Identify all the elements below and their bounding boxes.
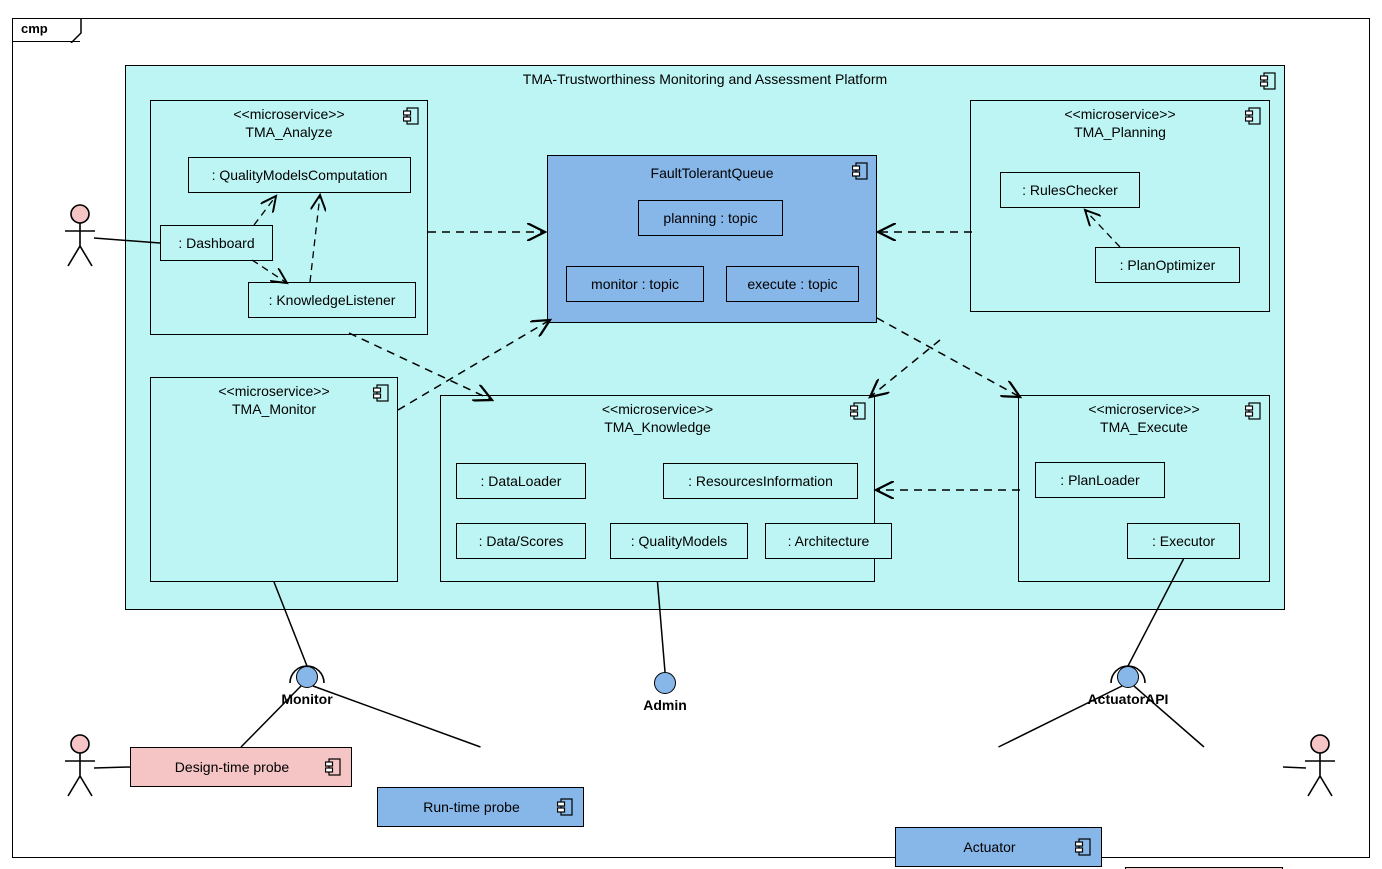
component-icon <box>1245 402 1261 420</box>
frame-tag-label: cmp <box>21 21 48 36</box>
rules-checker: : RulesChecker <box>1000 172 1140 208</box>
run-time-probe: Run-time probe <box>377 787 584 827</box>
tma-monitor: <<microservice>> TMA_Monitor <box>150 377 398 582</box>
stereotype: <<microservice>> <box>151 382 397 400</box>
component-icon <box>373 384 389 402</box>
component-icon <box>1260 72 1276 90</box>
quality-models-computation: : QualityModelsComputation <box>188 157 411 193</box>
queue-title: FaultTolerantQueue <box>548 156 876 182</box>
frame-tag: cmp <box>12 18 80 42</box>
interface-admin <box>654 672 676 694</box>
dashboard: : Dashboard <box>160 225 273 261</box>
data-loader: : DataLoader <box>456 463 586 499</box>
stereotype: <<microservice>> <box>441 400 874 418</box>
component-icon <box>1245 107 1261 125</box>
probe-label: Run-time probe <box>423 799 520 815</box>
topic-planning: planning : topic <box>638 200 783 236</box>
component-icon <box>850 402 866 420</box>
interface-actuator-label: ActuatorAPI <box>1068 691 1188 707</box>
plan-loader: : PlanLoader <box>1035 462 1165 498</box>
architecture: : Architecture <box>765 523 892 559</box>
service-name: TMA_Knowledge <box>441 418 874 436</box>
service-name: TMA_Analyze <box>151 123 427 141</box>
stereotype: <<microservice>> <box>971 105 1269 123</box>
probe-label: Design-time probe <box>175 759 289 775</box>
component-icon <box>852 162 868 180</box>
service-name: TMA_Execute <box>1019 418 1269 436</box>
topic-execute: execute : topic <box>726 266 859 302</box>
quality-models: : QualityModels <box>610 523 748 559</box>
interface-admin-label: Admin <box>605 697 725 713</box>
component-icon <box>557 798 573 816</box>
topic-monitor: monitor : topic <box>566 266 704 302</box>
knowledge-listener: : KnowledgeListener <box>248 282 416 318</box>
actuator: Actuator <box>895 827 1102 867</box>
resources-information: : ResourcesInformation <box>663 463 858 499</box>
design-time-probe: Design-time probe <box>130 747 352 787</box>
probe-label: Actuator <box>963 839 1015 855</box>
component-icon <box>403 107 419 125</box>
interface-monitor <box>296 666 318 688</box>
service-name: TMA_Monitor <box>151 400 397 418</box>
plan-optimizer: : PlanOptimizer <box>1095 247 1240 283</box>
executor: : Executor <box>1127 523 1240 559</box>
data-scores: : Data/Scores <box>456 523 586 559</box>
component-icon <box>1075 838 1091 856</box>
component-icon <box>325 758 341 776</box>
platform-title: TMA-Trustworthiness Monitoring and Asses… <box>126 66 1284 88</box>
service-name: TMA_Planning <box>971 123 1269 141</box>
stereotype: <<microservice>> <box>151 105 427 123</box>
interface-actuator <box>1117 666 1139 688</box>
interface-monitor-label: Monitor <box>247 691 367 707</box>
stereotype: <<microservice>> <box>1019 400 1269 418</box>
